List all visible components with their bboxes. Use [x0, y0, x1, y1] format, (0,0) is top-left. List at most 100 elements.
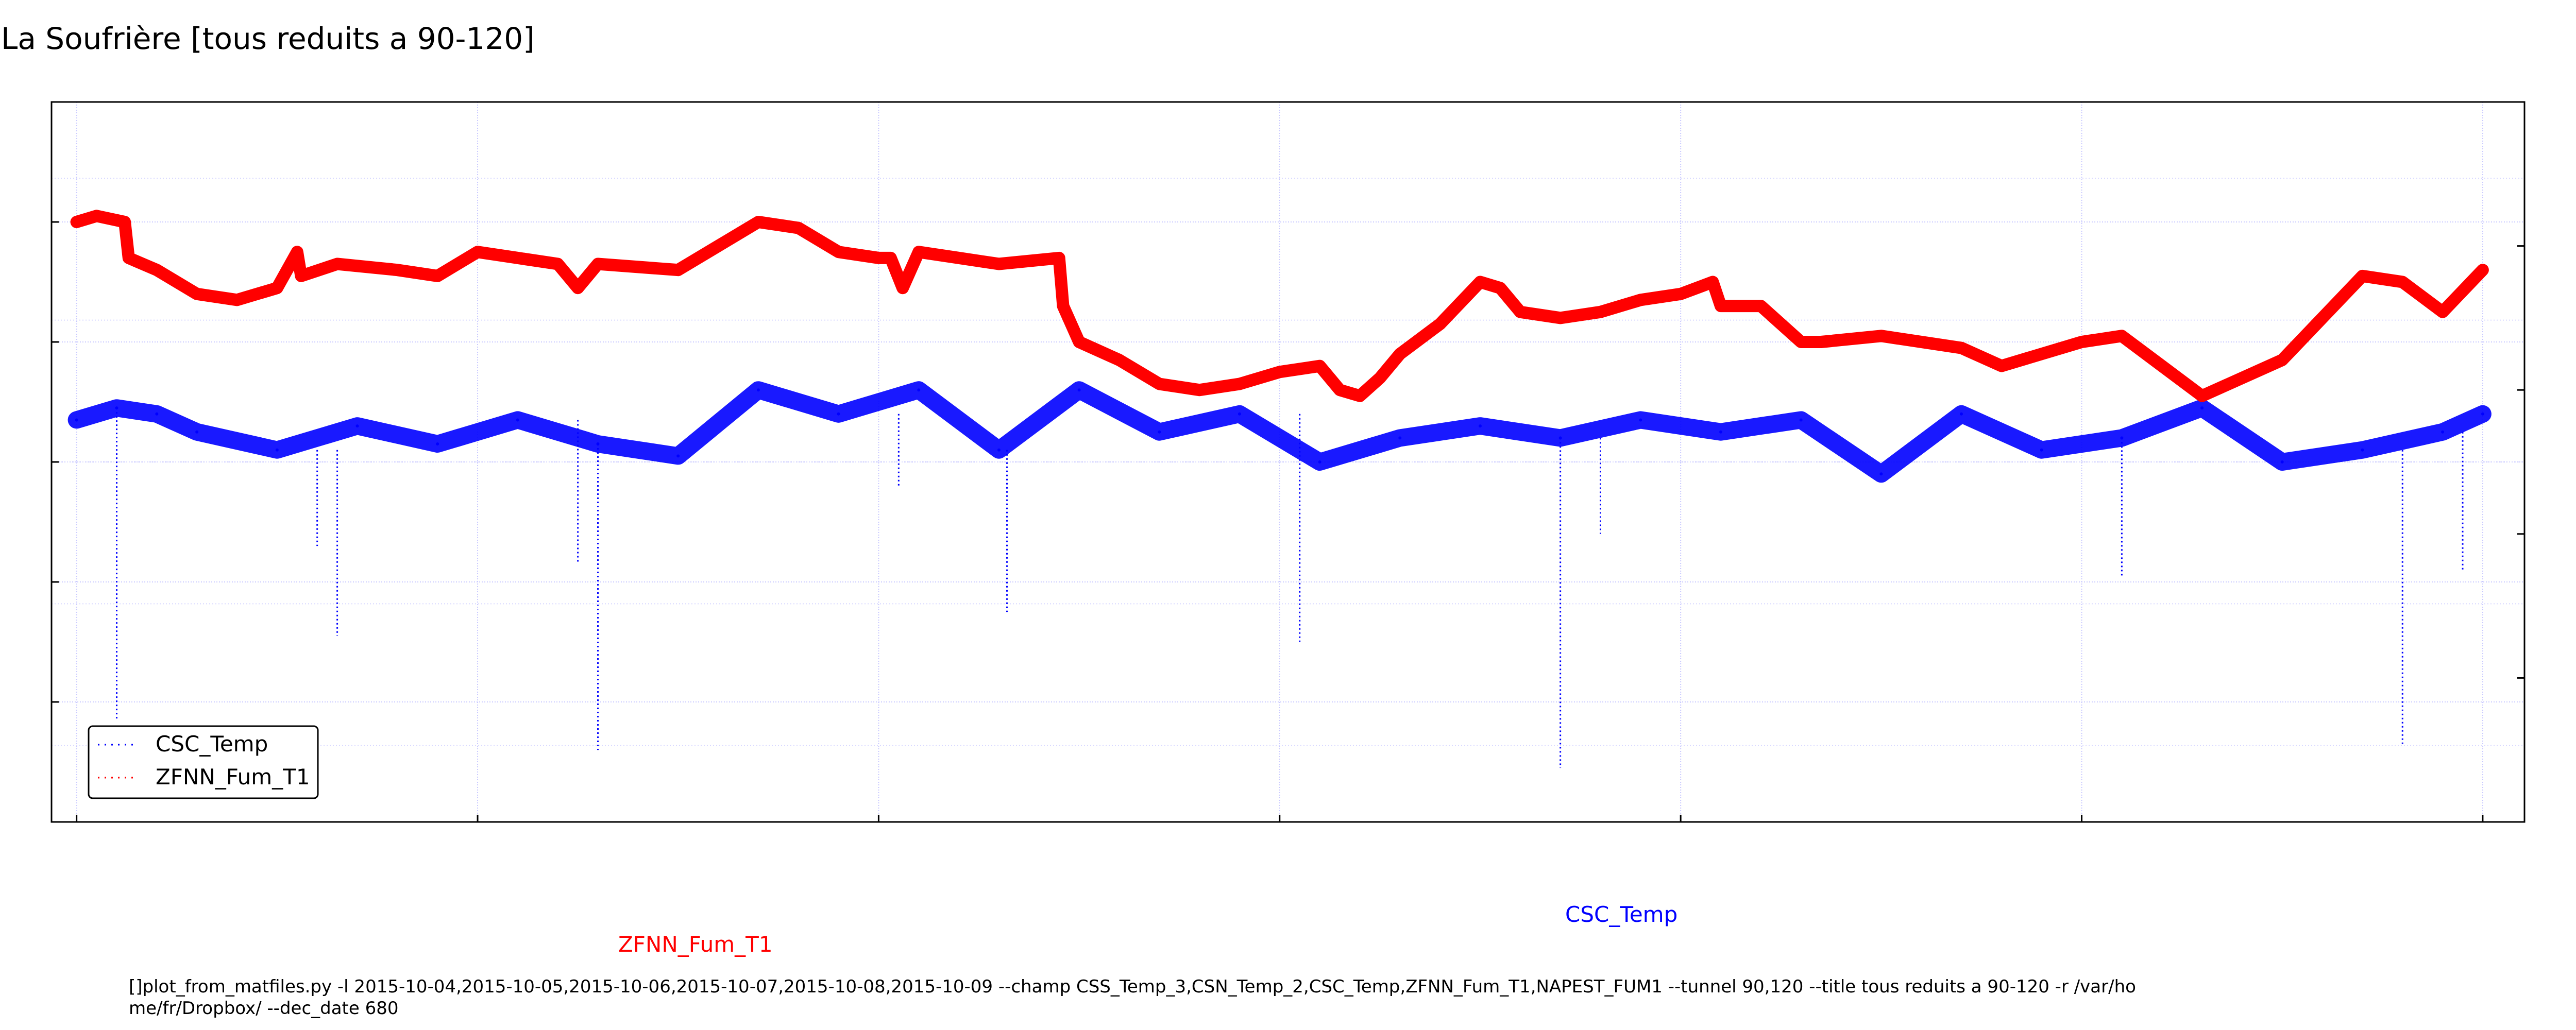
series-point-ZFNN_Fum_T1-28 — [997, 262, 1001, 266]
series-point-ZFNN_Fum_T1-6 — [235, 298, 239, 302]
series-point-ZFNN_Fum_T1-61 — [2200, 394, 2204, 398]
series-point-ZFNN_Fum_T1-46 — [1558, 316, 1562, 320]
series-point-ZFNN_Fum_T1-66 — [2481, 268, 2484, 272]
series-point-ZFNN_Fum_T1-50 — [1711, 280, 1715, 284]
series-point-CSC_Temp-14 — [1077, 388, 1081, 392]
series-point-CSC_Temp-15 — [1158, 430, 1161, 434]
series-point-CSC_Temp-17 — [1318, 460, 1321, 464]
series-point-CSC_Temp-26 — [2040, 448, 2043, 452]
csc-label: CSC_Temp — [1565, 902, 1677, 927]
series-point-ZFNN_Fum_T1-56 — [1879, 334, 1883, 338]
series-point-CSC_Temp-11 — [837, 412, 840, 416]
series-point-ZFNN_Fum_T1-3 — [127, 256, 130, 260]
series-point-ZFNN_Fum_T1-27 — [957, 256, 961, 260]
chart-title: La Soufrière [tous reduits a 90-120] — [1, 21, 535, 56]
series-point-CSC_Temp-22 — [1719, 430, 1722, 434]
legend-zfnn-label: ZFNN_Fum_T1 — [156, 764, 310, 789]
series-point-ZFNN_Fum_T1-2 — [123, 220, 127, 224]
series-point-ZFNN_Fum_T1-18 — [676, 268, 680, 272]
series-point-CSC_Temp-12 — [917, 388, 921, 392]
series-point-ZFNN_Fum_T1-25 — [901, 286, 905, 290]
series-point-ZFNN_Fum_T1-62 — [2280, 358, 2284, 362]
series-point-ZFNN_Fum_T1-45 — [1518, 310, 1522, 314]
series-point-ZFNN_Fum_T1-37 — [1318, 364, 1321, 368]
series-point-ZFNN_Fum_T1-49 — [1679, 292, 1683, 296]
series-point-CSC_Temp-28 — [2200, 406, 2204, 410]
series-point-ZFNN_Fum_T1-11 — [396, 268, 399, 272]
series-point-ZFNN_Fum_T1-21 — [796, 226, 800, 230]
series-point-ZFNN_Fum_T1-34 — [1198, 388, 1201, 392]
series-point-ZFNN_Fum_T1-1 — [95, 214, 98, 218]
series-point-ZFNN_Fum_T1-33 — [1158, 382, 1161, 386]
plot-series — [67, 210, 2492, 768]
series-point-ZFNN_Fum_T1-7 — [275, 286, 279, 290]
series-point-CSC_Temp-29 — [2280, 460, 2284, 464]
series-point-CSC_Temp-23 — [1799, 418, 1803, 422]
gridlines — [52, 101, 2524, 822]
series-point-CSC_Temp-7 — [516, 418, 519, 422]
series-point-ZFNN_Fum_T1-12 — [436, 274, 439, 278]
series-point-CSC_Temp-0 — [75, 418, 78, 422]
series-point-CSC_Temp-24 — [1879, 472, 1883, 476]
series-point-ZFNN_Fum_T1-53 — [1779, 322, 1783, 326]
series-point-ZFNN_Fum_T1-51 — [1719, 304, 1722, 308]
series-point-ZFNN_Fum_T1-16 — [576, 286, 580, 290]
series-point-ZFNN_Fum_T1-32 — [1117, 358, 1121, 362]
series-point-ZFNN_Fum_T1-22 — [837, 250, 840, 254]
series-point-CSC_Temp-21 — [1639, 418, 1642, 422]
series-point-ZFNN_Fum_T1-64 — [2401, 280, 2404, 284]
series-point-ZFNN_Fum_T1-38 — [1338, 388, 1342, 392]
series-point-ZFNN_Fum_T1-55 — [1819, 340, 1823, 344]
series-point-ZFNN_Fum_T1-9 — [299, 274, 303, 278]
series-point-ZFNN_Fum_T1-30 — [1061, 304, 1065, 308]
legend: CSC_Temp ZFNN_Fum_T1 — [88, 725, 319, 799]
y-axis-left — [52, 101, 59, 823]
series-point-ZFNN_Fum_T1-29 — [1057, 256, 1061, 260]
zfnn-label: ZFNN_Fum_T1 — [618, 932, 773, 957]
series-point-CSC_Temp-19 — [1478, 424, 1482, 428]
series-point-ZFNN_Fum_T1-48 — [1639, 298, 1642, 302]
series-point-ZFNN_Fum_T1-13 — [476, 250, 480, 254]
series-point-CSC_Temp-6 — [436, 442, 439, 446]
series-point-ZFNN_Fum_T1-4 — [155, 268, 159, 272]
series-point-ZFNN_Fum_T1-43 — [1478, 280, 1482, 284]
y-axis-right-primary — [2517, 101, 2524, 823]
series-ZFNN_Fum_T1 — [70, 210, 2489, 402]
series-point-CSC_Temp-3 — [195, 430, 199, 434]
series-line-CSC_Temp — [67, 381, 2492, 483]
series-point-ZFNN_Fum_T1-17 — [596, 262, 600, 266]
series-point-CSC_Temp-10 — [756, 388, 760, 392]
series-CSC_Temp — [67, 381, 2492, 768]
series-point-CSC_Temp-2 — [155, 412, 159, 416]
legend-csc-label: CSC_Temp — [156, 731, 268, 757]
series-point-ZFNN_Fum_T1-10 — [335, 262, 339, 266]
series-point-ZFNN_Fum_T1-15 — [556, 262, 560, 266]
series-point-CSC_Temp-13 — [997, 448, 1001, 452]
series-point-CSC_Temp-16 — [1238, 412, 1241, 416]
series-point-ZFNN_Fum_T1-35 — [1238, 382, 1241, 386]
series-point-ZFNN_Fum_T1-54 — [1799, 340, 1803, 344]
series-point-ZFNN_Fum_T1-0 — [75, 220, 78, 224]
series-point-ZFNN_Fum_T1-40 — [1378, 376, 1382, 380]
series-point-ZFNN_Fum_T1-39 — [1358, 394, 1362, 398]
series-point-CSC_Temp-30 — [2361, 448, 2364, 452]
series-point-ZFNN_Fum_T1-63 — [2361, 274, 2364, 278]
series-point-ZFNN_Fum_T1-36 — [1278, 370, 1281, 374]
legend-box — [88, 725, 319, 799]
series-point-ZFNN_Fum_T1-47 — [1599, 310, 1602, 314]
series-point-ZFNN_Fum_T1-44 — [1498, 286, 1502, 290]
x-axis — [76, 815, 2484, 822]
series-point-CSC_Temp-25 — [1960, 412, 1963, 416]
series-point-ZFNN_Fum_T1-24 — [889, 256, 892, 260]
series-point-CSC_Temp-32 — [2481, 412, 2484, 416]
series-point-CSC_Temp-31 — [2441, 430, 2445, 434]
series-point-ZFNN_Fum_T1-31 — [1077, 340, 1081, 344]
series-point-ZFNN_Fum_T1-14 — [516, 256, 519, 260]
series-point-ZFNN_Fum_T1-5 — [195, 292, 199, 296]
series-point-CSC_Temp-4 — [275, 448, 279, 452]
series-point-CSC_Temp-5 — [355, 424, 359, 428]
series-point-ZFNN_Fum_T1-8 — [295, 250, 299, 254]
command-line: []plot_from_matfiles.py -l 2015-10-04,20… — [129, 976, 2136, 1019]
series-point-ZFNN_Fum_T1-23 — [877, 256, 880, 260]
